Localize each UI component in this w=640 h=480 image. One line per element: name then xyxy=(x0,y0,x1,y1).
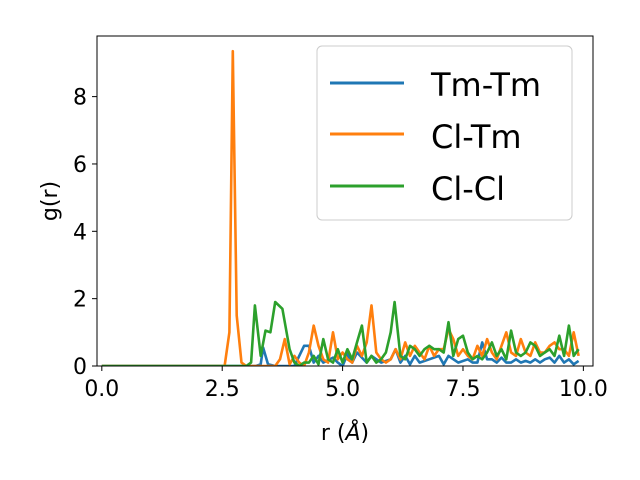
y-tick-label: 4 xyxy=(73,220,87,245)
legend-label-cl-tm: Cl-Tm xyxy=(431,118,522,156)
y-tick-label: 0 xyxy=(73,355,87,380)
y-tick-label: 6 xyxy=(73,153,87,178)
y-axis-ticks: 0 2 4 6 8 xyxy=(73,86,97,380)
x-axis-ticks: 0.0 2.5 5.0 7.5 10.0 xyxy=(84,366,608,402)
x-axis-label: r (Å) xyxy=(321,419,369,446)
y-axis-label: g(r) xyxy=(38,181,63,221)
x-tick-label: 5.0 xyxy=(325,377,360,402)
x-tick-label: 0.0 xyxy=(84,377,119,402)
series-line-cl-cl xyxy=(101,300,580,366)
legend-label-tm-tm: Tm-Tm xyxy=(430,66,541,104)
plot-frame xyxy=(96,35,594,367)
legend: Tm-Tm Cl-Tm Cl-Cl xyxy=(316,45,573,221)
x-tick-label: 2.5 xyxy=(205,377,240,402)
y-tick-label: 8 xyxy=(73,86,87,111)
legend-box xyxy=(316,45,573,221)
x-tick-label: 10.0 xyxy=(559,377,608,402)
x-tick-label: 7.5 xyxy=(445,377,480,402)
y-tick-label: 2 xyxy=(73,288,87,313)
series-layer xyxy=(101,49,580,366)
legend-label-cl-cl: Cl-Cl xyxy=(431,170,505,208)
